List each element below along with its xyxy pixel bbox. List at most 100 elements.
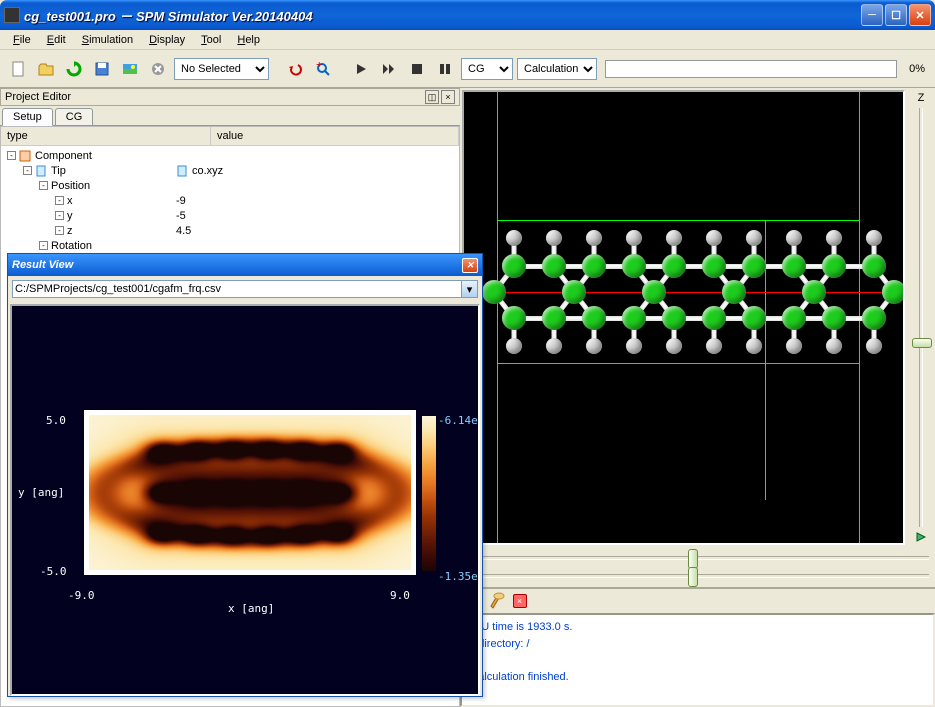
- undo-button[interactable]: [283, 57, 307, 81]
- delete-button[interactable]: [146, 57, 170, 81]
- atom: [742, 254, 766, 278]
- project-editor-tabs: Setup CG: [0, 106, 460, 126]
- result-view-titlebar[interactable]: Result View ✕: [8, 254, 482, 276]
- fast-forward-button[interactable]: [377, 57, 401, 81]
- tree-expand-icon[interactable]: -: [55, 196, 64, 205]
- atom: [502, 254, 526, 278]
- result-view-window[interactable]: Result View ✕ ▾ 5.0 -5.0 y [ang] -9.0 9.…: [7, 253, 483, 697]
- result-view-title: Result View: [12, 259, 73, 271]
- atom: [626, 230, 642, 246]
- menu-edit[interactable]: Edit: [40, 32, 73, 48]
- toolbar: No Selected + CG Calculation 0%: [0, 50, 935, 88]
- tree-expand-icon[interactable]: -: [39, 181, 48, 190]
- log-line: CPU time is 1933.0 s.: [466, 619, 929, 636]
- save-button[interactable]: [90, 57, 114, 81]
- atom: [562, 280, 586, 304]
- log-clear-icon[interactable]: [489, 592, 507, 610]
- tree-label-text: Tip: [51, 165, 66, 177]
- menu-simulation[interactable]: Simulation: [75, 32, 140, 48]
- project-editor-header: Project Editor ◫ ×: [0, 88, 460, 106]
- menu-tool[interactable]: Tool: [194, 32, 228, 48]
- log-output[interactable]: CPU time is 1933.0 s. ut directory: / r …: [460, 613, 935, 707]
- tree-row[interactable]: -z4.5: [1, 223, 459, 238]
- tree-expand-icon[interactable]: -: [7, 151, 16, 160]
- maximize-button[interactable]: ☐: [885, 4, 907, 26]
- calc-dropdown[interactable]: Calculation: [517, 58, 597, 80]
- colorbar: [422, 416, 436, 571]
- play-button[interactable]: [349, 57, 373, 81]
- close-button[interactable]: ✕: [909, 4, 931, 26]
- tab-cg[interactable]: CG: [55, 108, 94, 125]
- log-close-button[interactable]: ×: [513, 594, 527, 608]
- selection-dropdown[interactable]: No Selected: [174, 58, 269, 80]
- zoom-button[interactable]: +: [311, 57, 335, 81]
- column-value: value: [211, 127, 459, 145]
- result-path-input[interactable]: [12, 280, 462, 298]
- atom: [582, 254, 606, 278]
- atom: [746, 338, 762, 354]
- tree-row[interactable]: -y-5: [1, 208, 459, 223]
- x-axis-label: x [ang]: [228, 602, 274, 615]
- colorbar-max-label: -6.14e: [438, 414, 478, 427]
- tree-value-text: -5: [176, 210, 186, 222]
- undock-button[interactable]: ◫: [425, 90, 439, 104]
- atom: [862, 254, 886, 278]
- atom: [782, 306, 806, 330]
- atom: [882, 280, 905, 304]
- open-button[interactable]: [34, 57, 58, 81]
- atom: [826, 338, 842, 354]
- atom: [482, 280, 506, 304]
- new-button[interactable]: [6, 57, 30, 81]
- tree-value-text: 4.5: [176, 225, 191, 237]
- tree-row[interactable]: -Position: [1, 178, 459, 193]
- atom: [866, 230, 882, 246]
- minimize-button[interactable]: ─: [861, 4, 883, 26]
- tree-expand-icon[interactable]: -: [39, 241, 48, 250]
- menu-display[interactable]: Display: [142, 32, 192, 48]
- pause-button[interactable]: [433, 57, 457, 81]
- menu-help[interactable]: Help: [230, 32, 267, 48]
- atom: [786, 230, 802, 246]
- atom: [506, 230, 522, 246]
- tree-row[interactable]: -Rotation: [1, 238, 459, 253]
- mode-dropdown[interactable]: CG: [461, 58, 513, 80]
- menu-file[interactable]: File: [6, 32, 38, 48]
- atom: [742, 306, 766, 330]
- h-slider-1[interactable]: [466, 549, 929, 567]
- reload-button[interactable]: [62, 57, 86, 81]
- atom: [582, 306, 606, 330]
- atom: [506, 338, 522, 354]
- y-max-label: 5.0: [46, 414, 66, 427]
- tree-value-text: -9: [176, 195, 186, 207]
- tree-row[interactable]: -Tipco.xyz: [1, 163, 459, 178]
- tab-setup[interactable]: Setup: [2, 108, 53, 126]
- z-slider-end-icon: [915, 531, 927, 543]
- tree-expand-icon[interactable]: -: [55, 211, 64, 220]
- result-view-close-button[interactable]: ✕: [462, 258, 478, 273]
- project-editor-title: Project Editor: [5, 91, 71, 103]
- column-type: type: [1, 127, 211, 145]
- atom: [666, 338, 682, 354]
- result-path-dropdown[interactable]: ▾: [462, 280, 478, 298]
- tree-row[interactable]: -Component: [1, 148, 459, 163]
- atom: [826, 230, 842, 246]
- atom: [546, 230, 562, 246]
- atom: [722, 280, 746, 304]
- tree-row[interactable]: -x-9: [1, 193, 459, 208]
- h-slider-2[interactable]: [466, 567, 929, 585]
- log-line: r calculation finished.: [466, 669, 929, 686]
- atom: [622, 306, 646, 330]
- tree-expand-icon[interactable]: -: [55, 226, 64, 235]
- panel-close-button[interactable]: ×: [441, 90, 455, 104]
- y-min-label: -5.0: [40, 565, 67, 578]
- image-button[interactable]: [118, 57, 142, 81]
- guide-bottom: [497, 363, 859, 364]
- z-slider[interactable]: Z: [907, 88, 935, 547]
- stop-button[interactable]: [405, 57, 429, 81]
- tree-expand-icon[interactable]: -: [23, 166, 32, 175]
- window-titlebar: cg_test001.pro － SPM Simulator Ver.20140…: [0, 0, 935, 30]
- progress-percent: 0%: [905, 63, 929, 75]
- 3d-visualization[interactable]: [462, 90, 905, 545]
- result-plot-canvas[interactable]: 5.0 -5.0 y [ang] -9.0 9.0 x [ang] -6.14e…: [10, 304, 480, 696]
- atom: [586, 338, 602, 354]
